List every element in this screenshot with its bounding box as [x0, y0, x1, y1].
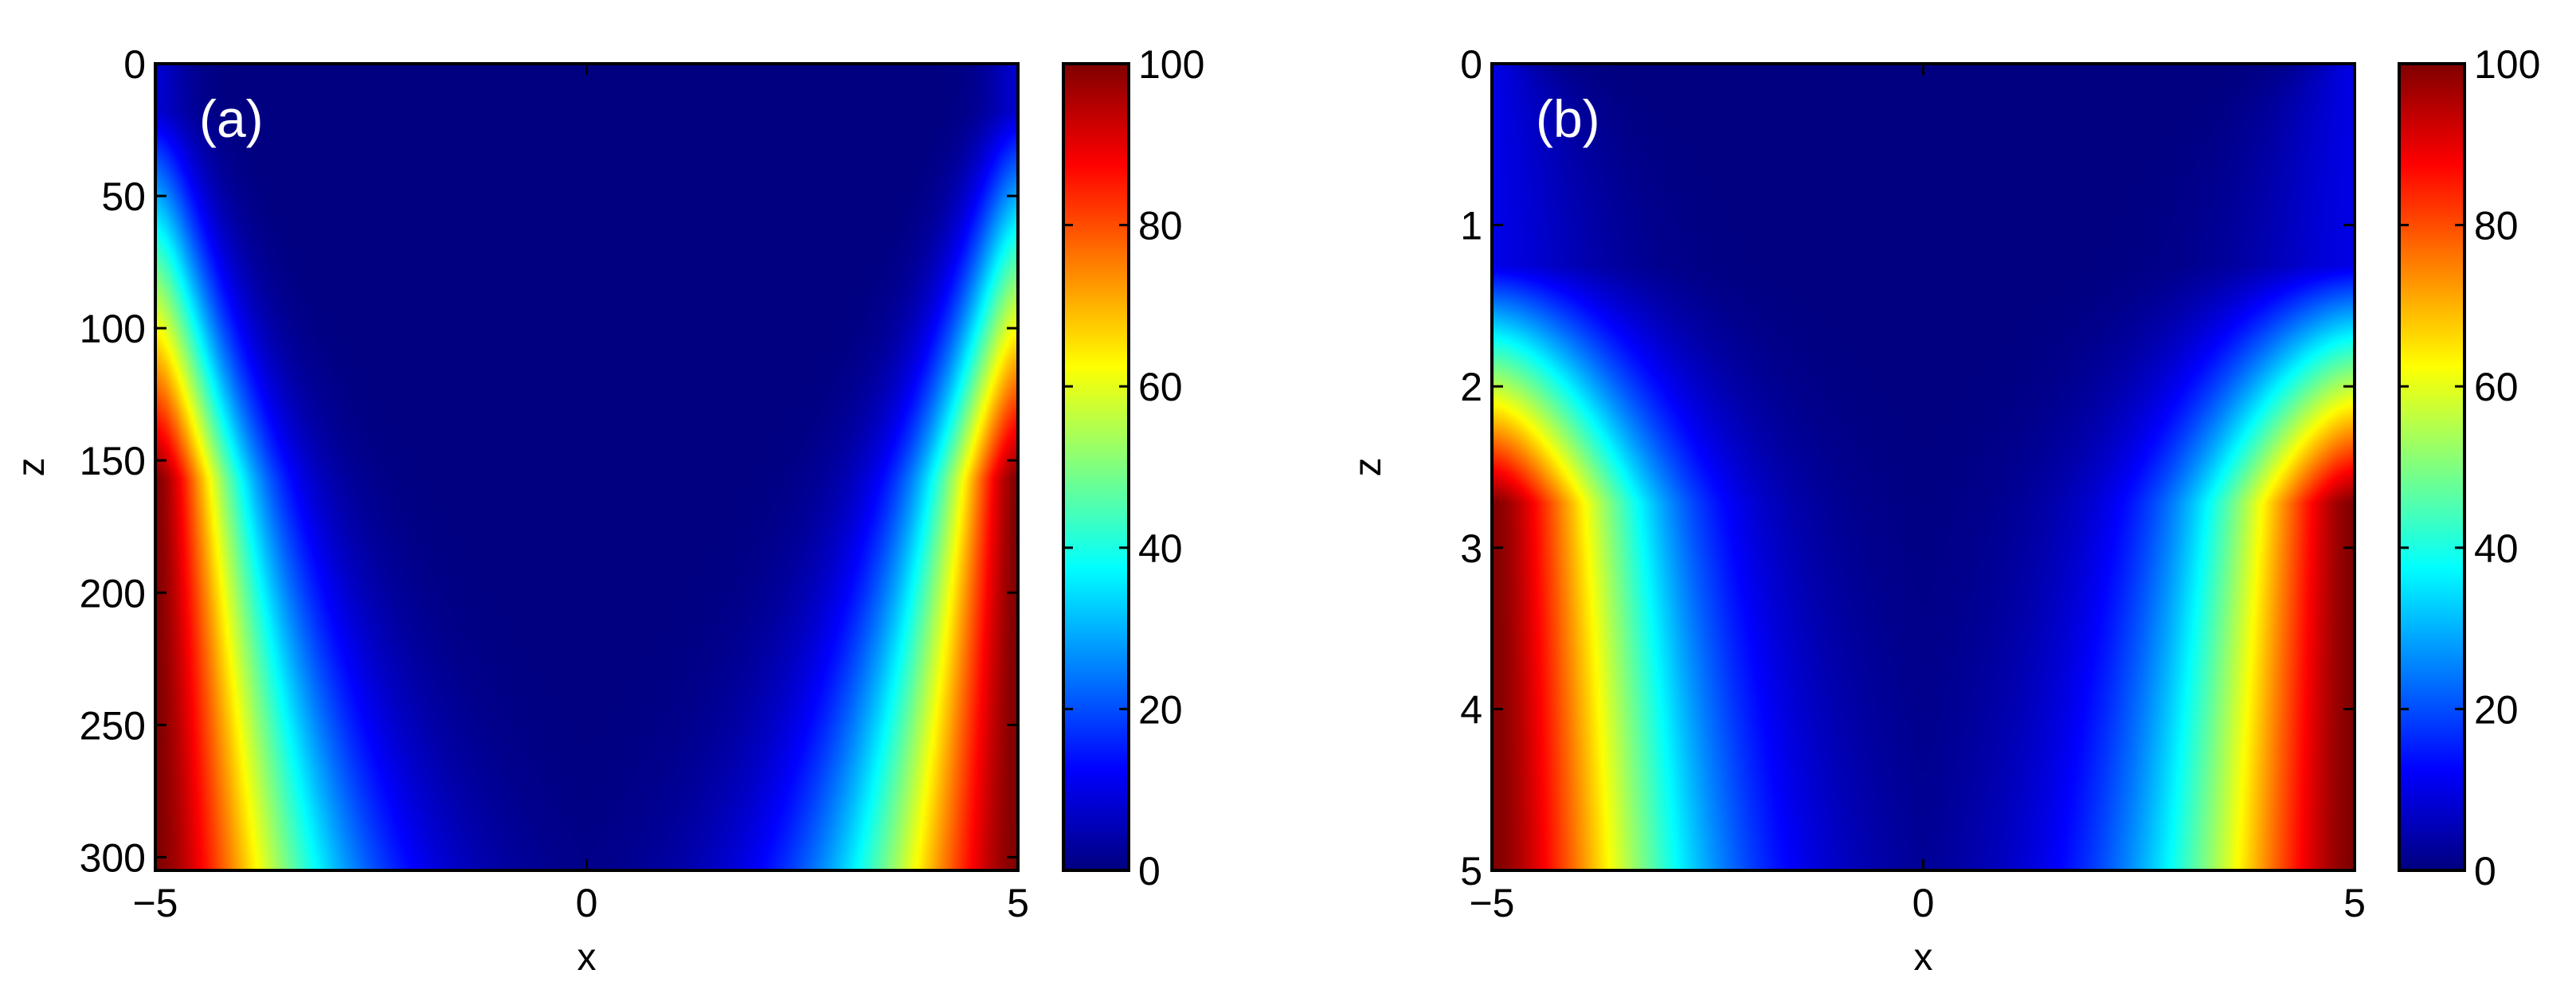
colorbar-frame: [2398, 62, 2466, 872]
y-tick-label: 5: [1460, 849, 1482, 893]
x-axis-label: x: [1914, 936, 1933, 979]
colorbar-tick-label: 80: [1138, 204, 1183, 248]
y-tick-label: 250: [80, 703, 146, 748]
y-tick-label: 4: [1460, 687, 1482, 732]
y-tick-label: 200: [80, 571, 146, 616]
y-tick-label: 2: [1460, 365, 1482, 409]
colorbar: [2399, 64, 2464, 870]
y-tick-label: 1: [1460, 204, 1482, 248]
colorbar: [1063, 64, 1129, 870]
y-tick-label: 150: [80, 439, 146, 483]
y-axis-label: z: [1347, 458, 1389, 477]
heatmap-field: [1492, 64, 2355, 870]
heatmap-field: [155, 64, 1018, 870]
colorbar-tick-label: 0: [2474, 849, 2496, 893]
x-tick-label: 5: [1007, 881, 1029, 925]
colorbar-frame: [1062, 62, 1130, 872]
x-axis-label: x: [577, 936, 597, 979]
colorbar-tick-label: 60: [2474, 365, 2519, 409]
y-tick-label: 50: [101, 174, 146, 219]
y-tick-label: 100: [80, 307, 146, 351]
colorbar-tick-label: 100: [1138, 42, 1204, 87]
panel-label: (b): [1536, 89, 1600, 148]
colorbar-tick-label: 60: [1138, 365, 1183, 409]
y-tick-label: 0: [123, 42, 146, 87]
y-tick-label: 3: [1460, 526, 1482, 571]
x-tick-label: 0: [1912, 881, 1935, 925]
y-tick-label: 0: [1460, 42, 1482, 87]
x-tick-label: −5: [132, 881, 178, 925]
colorbar-tick-label: 0: [1138, 849, 1161, 893]
x-tick-label: 0: [576, 881, 598, 925]
colorbar-tick-label: 40: [2474, 526, 2519, 571]
x-tick-label: −5: [1469, 881, 1514, 925]
panel-label: (a): [199, 89, 264, 148]
panel-b: −5 0 5 0 1 2 3 4 5 x z (b) 0 20 40 60 80 100: [1347, 42, 2540, 979]
colorbar-tick-label: 100: [2474, 42, 2540, 87]
colorbar-tick-label: 40: [1138, 526, 1183, 571]
x-tick-label: 5: [2343, 881, 2366, 925]
y-tick-label: 300: [80, 835, 146, 880]
colorbar-tick-label: 20: [2474, 687, 2519, 732]
y-axis-label: z: [10, 458, 53, 477]
colorbar-tick-label: 20: [1138, 687, 1183, 732]
colorbar-tick-label: 80: [2474, 204, 2519, 248]
